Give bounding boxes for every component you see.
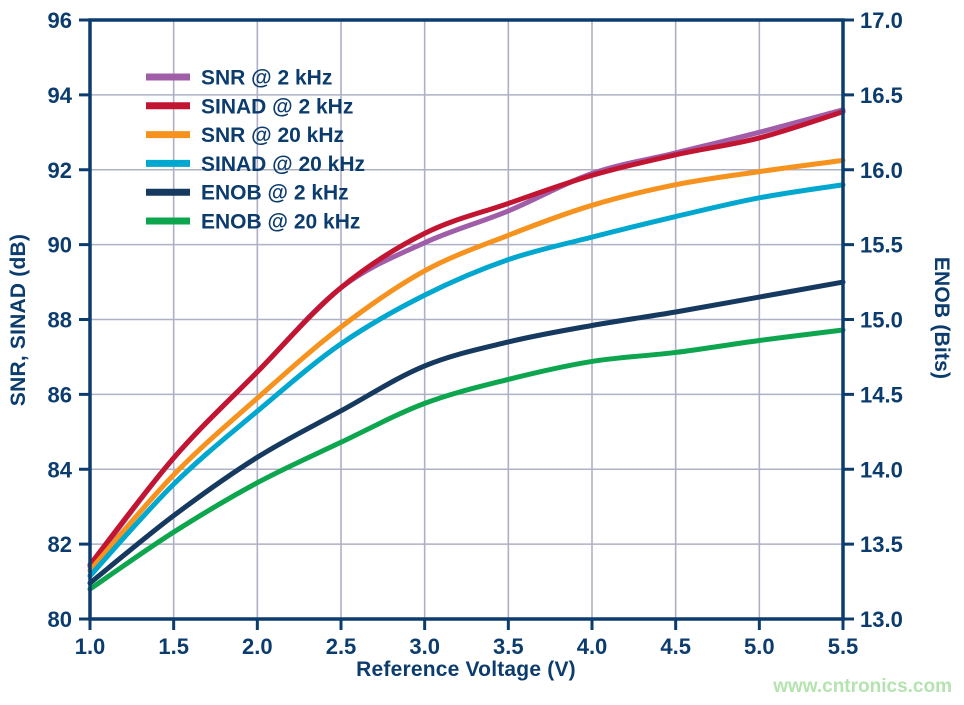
svg-text:15.5: 15.5 xyxy=(860,233,903,258)
svg-text:14.5: 14.5 xyxy=(860,382,903,407)
svg-text:82: 82 xyxy=(48,532,72,557)
svg-text:2.5: 2.5 xyxy=(326,634,357,659)
legend-item-snr-20khz: SNR @ 20 kHz xyxy=(146,124,344,147)
watermark: www.cntronics.com xyxy=(773,676,952,697)
legend-item-enob-2khz: ENOB @ 2 kHz xyxy=(146,182,349,205)
svg-text:5.5: 5.5 xyxy=(828,634,859,659)
legend-item-snr-2khz: SNR @ 2 kHz xyxy=(146,67,332,90)
svg-text:88: 88 xyxy=(48,308,72,333)
svg-text:84: 84 xyxy=(48,457,73,482)
legend-item-enob-20khz: ENOB @ 20 kHz xyxy=(146,211,360,234)
svg-text:14.0: 14.0 xyxy=(860,457,903,482)
svg-text:15.0: 15.0 xyxy=(860,308,903,333)
series-line-sinad-20khz xyxy=(87,182,846,579)
svg-text:4.0: 4.0 xyxy=(577,634,608,659)
legend-item-sinad-20khz: SINAD @ 20 kHz xyxy=(146,153,365,176)
legend-label-sinad-2khz: SINAD @ 2 kHz xyxy=(201,95,353,118)
series-line-enob-20khz xyxy=(87,327,846,592)
svg-text:16.0: 16.0 xyxy=(860,158,903,183)
legend-label-snr-20khz: SNR @ 20 kHz xyxy=(201,124,344,147)
x-axis-title: Reference Voltage (V) xyxy=(356,658,576,681)
svg-text:3.5: 3.5 xyxy=(493,634,524,659)
svg-text:92: 92 xyxy=(48,158,72,183)
legend-label-snr-2khz: SNR @ 2 kHz xyxy=(201,67,332,90)
left-axis-title: SNR, SINAD (dB) xyxy=(7,233,30,407)
svg-text:86: 86 xyxy=(48,382,72,407)
svg-text:4.5: 4.5 xyxy=(660,634,691,659)
svg-text:94: 94 xyxy=(48,83,73,108)
legend-label-sinad-20khz: SINAD @ 20 kHz xyxy=(201,153,365,176)
plot-frame xyxy=(88,18,845,621)
series-lines xyxy=(87,107,846,592)
left-axis-ticks: 80 82 84 86 88 90 92 94 96 xyxy=(48,8,90,632)
svg-text:3.0: 3.0 xyxy=(409,634,440,659)
gridlines xyxy=(90,20,843,619)
svg-text:1.5: 1.5 xyxy=(158,634,189,659)
legend-label-enob-20khz: ENOB @ 20 kHz xyxy=(201,211,360,234)
x-axis-ticks: 1.0 1.5 2.0 2.5 3.0 3.5 4.0 4.5 5.0 5.5 xyxy=(75,619,859,659)
svg-text:5.0: 5.0 xyxy=(744,634,775,659)
series-line-enob-2khz xyxy=(87,279,846,586)
svg-text:2.0: 2.0 xyxy=(242,634,273,659)
svg-text:13.5: 13.5 xyxy=(860,532,903,557)
series-line-sinad-2khz xyxy=(87,109,846,568)
series-line-snr-20khz xyxy=(87,157,846,573)
svg-text:13.0: 13.0 xyxy=(860,607,903,632)
right-axis-title: ENOB (Bits) xyxy=(930,256,953,380)
svg-text:16.5: 16.5 xyxy=(860,83,903,108)
legend: SNR @ 2 kHz SINAD @ 2 kHz SNR @ 20 kHz SINA… xyxy=(146,67,365,234)
svg-text:17.0: 17.0 xyxy=(860,8,903,33)
legend-label-enob-2khz: ENOB @ 2 kHz xyxy=(201,182,349,205)
svg-text:1.0: 1.0 xyxy=(75,634,106,659)
svg-text:80: 80 xyxy=(48,607,72,632)
right-axis-ticks: 13.0 13.5 14.0 14.5 15.0 15.5 16.0 16.5 17.0 xyxy=(843,8,903,632)
series-line-snr-2khz xyxy=(87,107,846,570)
svg-text:96: 96 xyxy=(48,8,72,33)
legend-item-sinad-2khz: SINAD @ 2 kHz xyxy=(146,95,353,118)
svg-text:90: 90 xyxy=(48,233,72,258)
